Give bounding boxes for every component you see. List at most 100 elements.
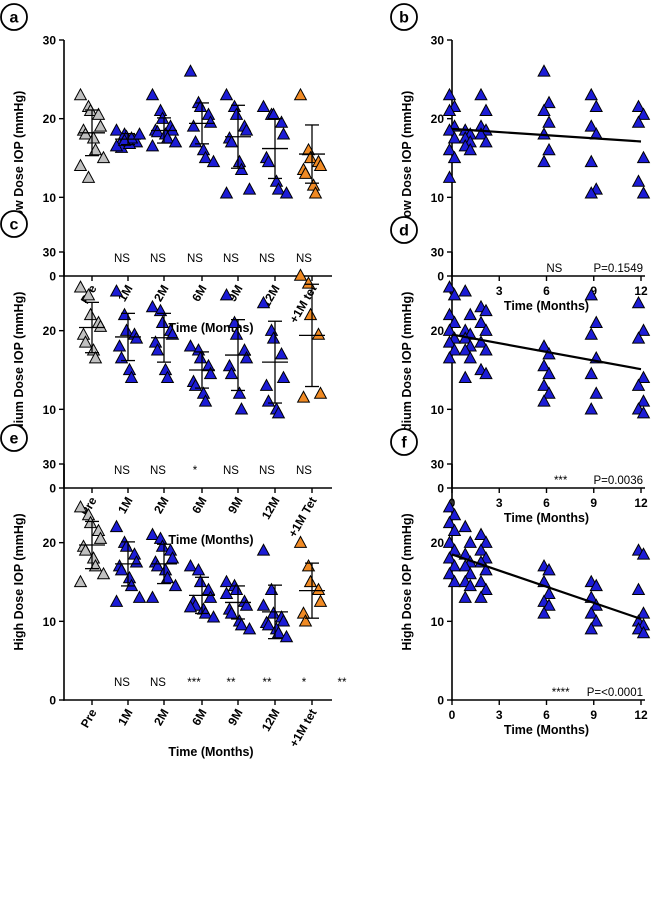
data-point [193, 99, 208, 113]
y-tick-label: 0 [437, 270, 444, 284]
data-point [442, 307, 457, 321]
data-point [479, 303, 493, 317]
x-tick-label: 1M [115, 706, 135, 727]
data-point [119, 323, 134, 336]
data-point [537, 64, 551, 77]
x-tick-label: 6M [189, 706, 209, 727]
regression-line [451, 333, 642, 371]
data-point [463, 142, 477, 156]
panel-label-circle [0, 3, 28, 31]
data-point [114, 350, 129, 364]
data-point [145, 138, 160, 152]
data-point [636, 150, 651, 164]
data-point [442, 350, 457, 364]
data-point [188, 135, 203, 148]
data-point [447, 523, 462, 537]
data-point [474, 335, 488, 348]
data-point [298, 614, 313, 627]
data-point [239, 350, 254, 364]
data-point [81, 288, 96, 301]
regression-line [451, 127, 642, 143]
data-point [239, 123, 254, 136]
significance-label: * [193, 465, 198, 477]
data-point [584, 621, 598, 635]
x-tick-label: 0 [449, 708, 456, 722]
data-point [239, 598, 254, 611]
data-point [479, 562, 493, 576]
data-point [636, 547, 651, 560]
data-point [83, 515, 98, 529]
data-point [78, 335, 93, 348]
data-point [73, 574, 88, 588]
data-point [442, 87, 457, 101]
data-point [276, 614, 291, 627]
data-point [308, 186, 323, 199]
data-point [271, 406, 286, 419]
data-point [145, 87, 160, 101]
y-tick-label: 20 [43, 112, 57, 126]
data-point [589, 386, 603, 399]
data-point [73, 158, 88, 172]
data-point [458, 284, 472, 297]
x-tick-label: 12 [634, 708, 648, 722]
data-point [463, 535, 477, 548]
significance-label: NS [150, 677, 166, 689]
significance-label: NS [114, 253, 130, 265]
data-point [261, 154, 276, 168]
x-axis-label: Time (Months) [504, 723, 589, 737]
data-point [442, 500, 457, 513]
panel-label-circle [390, 3, 418, 31]
data-point [479, 323, 493, 336]
data-point [584, 606, 598, 619]
data-point [447, 343, 462, 356]
data-point [474, 315, 488, 328]
regression-line [451, 553, 642, 621]
x-tick-label: 9 [590, 708, 597, 722]
data-point [447, 507, 462, 521]
data-point [463, 578, 477, 592]
significance-label: NS [223, 465, 239, 477]
data-point [261, 394, 276, 407]
x-tick-label: 9M [225, 494, 245, 515]
x-tick-label: 9 [590, 284, 597, 298]
data-point [276, 127, 291, 140]
data-point [153, 103, 168, 116]
data-point [224, 606, 239, 619]
data-point [442, 535, 457, 548]
data-point [584, 87, 598, 101]
data-point [542, 95, 556, 109]
data-point [589, 315, 603, 328]
x-tick-label: 2M [151, 494, 171, 515]
data-point [542, 142, 556, 156]
data-point [186, 119, 201, 132]
x-tick-label: 12 [634, 284, 648, 298]
data-point [474, 590, 488, 603]
data-point [306, 178, 321, 191]
y-axis-label: Medium Dose IOP (mmHg) [12, 292, 26, 449]
data-point [474, 87, 488, 101]
panel-label: c [10, 217, 19, 234]
data-point [442, 335, 457, 348]
significance-label: ** [227, 677, 236, 689]
data-point [447, 150, 462, 164]
data-point [132, 590, 147, 603]
panel-label: f [401, 435, 407, 452]
data-point [479, 366, 493, 380]
data-point [311, 327, 326, 340]
panel-label: b [399, 10, 409, 27]
data-point [447, 288, 462, 301]
y-tick-label: 10 [431, 615, 445, 629]
data-point [537, 103, 551, 116]
data-point [584, 154, 598, 168]
x-tick-label: 6M [189, 494, 209, 515]
data-point [158, 362, 173, 376]
x-axis-label: Time (Months) [168, 745, 253, 759]
x-tick-label: 9M [225, 706, 245, 727]
data-point [256, 543, 271, 556]
data-point [636, 406, 651, 419]
x-tick-label: 6 [543, 708, 550, 722]
data-point [266, 107, 281, 120]
